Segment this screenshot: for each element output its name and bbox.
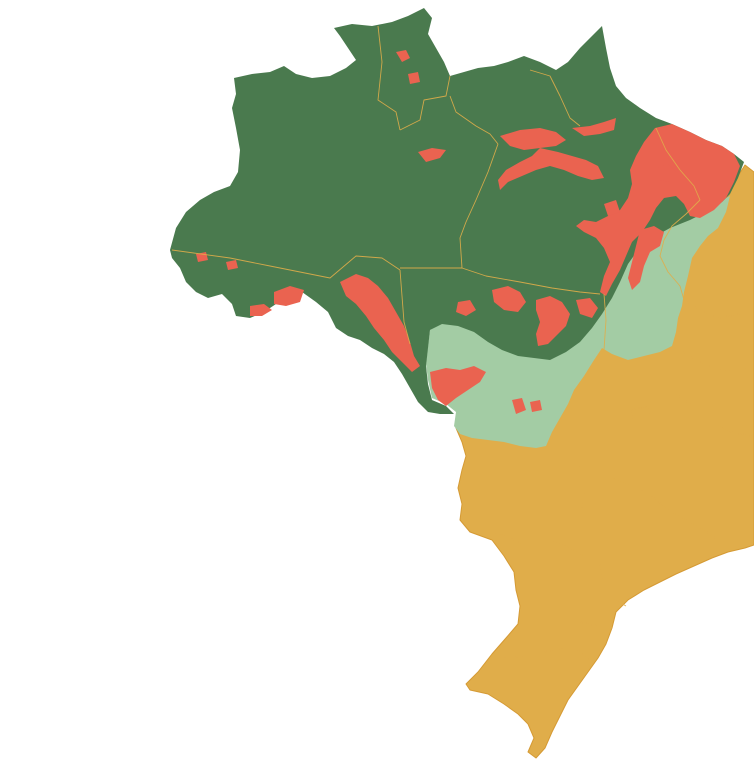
deforestation-areas <box>196 50 740 414</box>
deforestation-patch <box>604 200 620 216</box>
deforestation-patch <box>628 226 664 290</box>
state-border <box>399 269 411 345</box>
deforestation-patch <box>500 128 566 150</box>
state-border <box>503 647 591 661</box>
deforestation-patch <box>418 148 446 162</box>
state-border <box>400 267 601 295</box>
state-border <box>459 143 499 269</box>
state-border <box>529 69 581 127</box>
deforestation-patch <box>456 300 476 316</box>
deforestation-patch <box>430 366 486 406</box>
state-border <box>493 531 601 565</box>
state-border <box>399 75 451 131</box>
amazon-forest-region <box>170 8 744 414</box>
deforestation-patch <box>396 50 410 62</box>
state-border <box>579 465 585 513</box>
deforestation-patch <box>576 124 740 296</box>
state-border <box>599 563 627 607</box>
deforestation-patch <box>340 274 420 372</box>
state-border <box>659 199 701 301</box>
deforestation-patch <box>572 118 616 136</box>
deforestation-patch <box>250 304 272 316</box>
state-border <box>603 293 607 351</box>
deforestation-patch <box>274 286 304 306</box>
state-border <box>679 349 753 373</box>
deforestation-patch <box>226 260 238 270</box>
legal-amazon-non-forest-region <box>426 196 730 448</box>
deforestation-patch <box>492 286 526 312</box>
state-border <box>683 299 741 319</box>
deforestation-patch <box>576 298 598 318</box>
deforestation-patch <box>530 400 542 412</box>
deforestation-patch <box>536 296 570 346</box>
deforestation-patch <box>408 72 420 84</box>
state-border <box>449 95 499 145</box>
deforestation-patch <box>658 164 676 182</box>
state-border <box>655 127 701 201</box>
state-border <box>171 249 401 279</box>
state-borders <box>171 25 753 661</box>
state-border <box>611 477 719 541</box>
state-border <box>519 609 613 629</box>
deforestation-patch <box>512 398 526 414</box>
deforestation-patch <box>498 148 604 190</box>
state-border <box>377 25 401 131</box>
state-border <box>631 405 651 423</box>
state-border <box>675 393 753 437</box>
